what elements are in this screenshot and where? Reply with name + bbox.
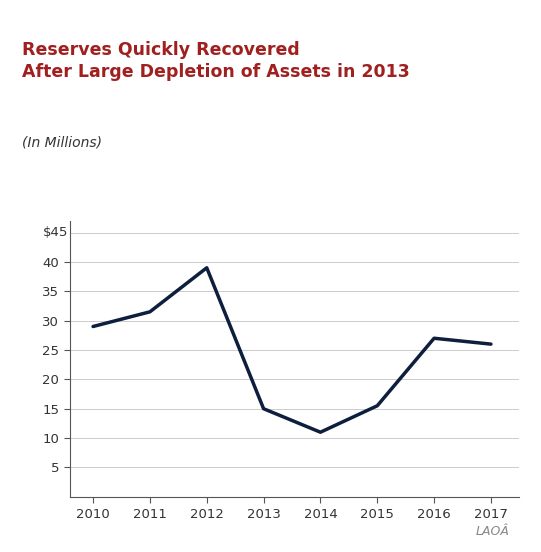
Text: Figure 7: Figure 7 (10, 11, 74, 25)
Text: Reserves Quickly Recovered
After Large Depletion of Assets in 2013: Reserves Quickly Recovered After Large D… (22, 41, 410, 81)
Text: LAOÂ: LAOÂ (476, 525, 510, 538)
Text: $45: $45 (43, 226, 68, 239)
Text: (In Millions): (In Millions) (22, 135, 102, 149)
